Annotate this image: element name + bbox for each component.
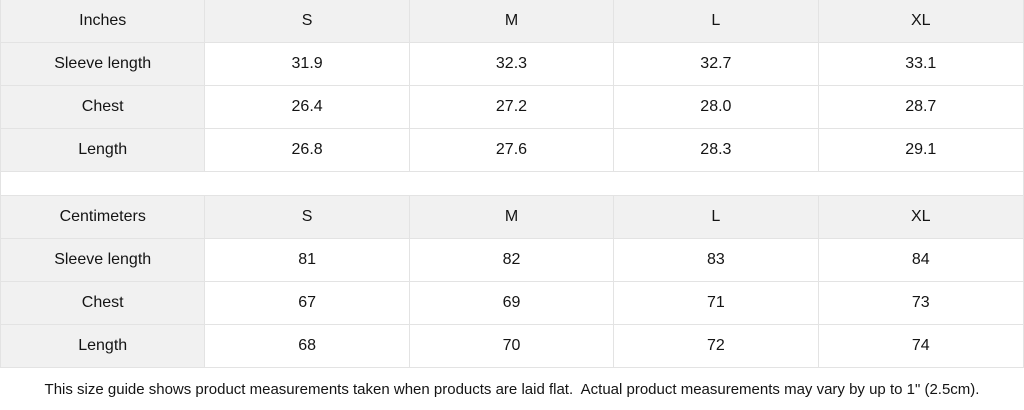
size-tables: Inches S M L XL Sleeve length 31.9 32.3 …	[0, 0, 1024, 368]
value-cell: 70	[409, 325, 615, 367]
value-cell: 83	[614, 239, 819, 281]
value-cell: 67	[205, 282, 410, 324]
size-header-cell-m: M	[409, 0, 615, 42]
measurement-row-sleeve-length: Sleeve length 81 82 83 84	[1, 239, 1023, 282]
centimeters-table: Centimeters S M L XL Sleeve length 81 82…	[1, 196, 1023, 368]
value-cell: 82	[409, 239, 615, 281]
inches-table: Inches S M L XL Sleeve length 31.9 32.3 …	[1, 0, 1023, 172]
value-cell: 74	[818, 325, 1023, 367]
measurement-label-cell: Sleeve length	[1, 43, 206, 85]
value-cell: 71	[614, 282, 819, 324]
inches-header-row: Inches S M L XL	[1, 0, 1023, 43]
size-header-cell-xl: XL	[818, 196, 1023, 238]
value-cell: 32.3	[409, 43, 615, 85]
value-cell: 29.1	[818, 129, 1023, 171]
size-header-cell-s: S	[205, 196, 410, 238]
value-cell: 33.1	[818, 43, 1023, 85]
value-cell: 81	[205, 239, 410, 281]
value-cell: 26.4	[205, 86, 410, 128]
size-guide-note: This size guide shows product measuremen…	[0, 368, 1024, 410]
measurement-label-cell: Length	[1, 325, 206, 367]
measurement-label-cell: Sleeve length	[1, 239, 206, 281]
size-header-cell-xl: XL	[818, 0, 1023, 42]
value-cell: 32.7	[614, 43, 819, 85]
centimeters-header-row: Centimeters S M L XL	[1, 196, 1023, 239]
measurement-label-cell: Length	[1, 129, 206, 171]
measurement-label-cell: Chest	[1, 86, 206, 128]
table-spacer	[1, 172, 1023, 196]
value-cell: 28.3	[614, 129, 819, 171]
measurement-row-length: Length 26.8 27.6 28.3 29.1	[1, 129, 1023, 172]
value-cell: 31.9	[205, 43, 410, 85]
size-header-cell-l: L	[614, 0, 819, 42]
value-cell: 26.8	[205, 129, 410, 171]
measurement-row-sleeve-length: Sleeve length 31.9 32.3 32.7 33.1	[1, 43, 1023, 86]
measurement-row-length: Length 68 70 72 74	[1, 325, 1023, 368]
size-header-cell-m: M	[409, 196, 615, 238]
value-cell: 28.7	[818, 86, 1023, 128]
size-header-cell-l: L	[614, 196, 819, 238]
value-cell: 73	[818, 282, 1023, 324]
value-cell: 72	[614, 325, 819, 367]
measurement-label-cell: Chest	[1, 282, 206, 324]
unit-label-cell: Centimeters	[1, 196, 206, 238]
value-cell: 68	[205, 325, 410, 367]
value-cell: 28.0	[614, 86, 819, 128]
unit-label-cell: Inches	[1, 0, 206, 42]
value-cell: 84	[818, 239, 1023, 281]
value-cell: 69	[409, 282, 615, 324]
value-cell: 27.2	[409, 86, 615, 128]
size-header-cell-s: S	[205, 0, 410, 42]
measurement-row-chest: Chest 67 69 71 73	[1, 282, 1023, 325]
value-cell: 27.6	[409, 129, 615, 171]
measurement-row-chest: Chest 26.4 27.2 28.0 28.7	[1, 86, 1023, 129]
